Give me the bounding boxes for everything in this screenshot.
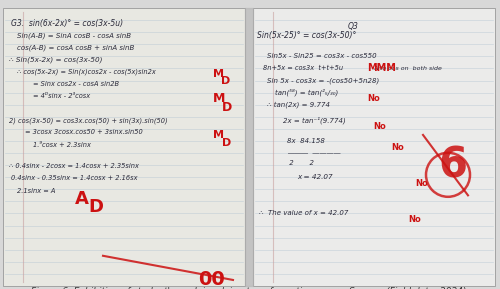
Text: ∴ 0.4sinx - 2cosx = 1.4cosx + 2.35sinx: ∴ 0.4sinx - 2cosx = 1.4cosx + 2.35sinx [9, 163, 139, 169]
Text: ∴ Sin(5x-2x) = cos(3x-50): ∴ Sin(5x-2x) = cos(3x-50) [9, 57, 102, 63]
Text: Arto cos on  both side: Arto cos on both side [373, 66, 442, 71]
Text: D: D [221, 75, 230, 86]
Text: ∴ cos(5x-2x) = Sin(x)cos2x - cos(5x)sin2x: ∴ cos(5x-2x) = Sin(x)cos2x - cos(5x)sin2… [17, 69, 156, 75]
Text: x = 42.07: x = 42.07 [297, 174, 332, 180]
Text: Q3: Q3 [348, 22, 359, 31]
Text: No: No [367, 94, 380, 103]
Text: Sin(5x-25)° = cos(3x-50)°: Sin(5x-25)° = cos(3x-50)° [257, 31, 356, 40]
Text: 0.4sinx - 0.35sinx = 1.4cosx + 2.16sx: 0.4sinx - 0.35sinx = 1.4cosx + 2.16sx [11, 175, 138, 181]
Text: = 3cosx 3cosx.cos50 + 3sinx.sin50: = 3cosx 3cosx.cos50 + 3sinx.sin50 [25, 129, 143, 136]
Text: No: No [391, 142, 404, 151]
Text: A: A [75, 190, 89, 208]
Text: No: No [373, 122, 386, 131]
Text: MMM: MMM [367, 63, 396, 73]
Text: M: M [213, 69, 224, 79]
Text: M: M [213, 130, 224, 140]
Text: 2       2: 2 2 [287, 160, 314, 166]
Text: ∴  The value of x = 42.07: ∴ The value of x = 42.07 [259, 210, 348, 216]
Text: = Sinx cos2x - cosA sin2B: = Sinx cos2x - cosA sin2B [33, 81, 119, 87]
Text: D: D [222, 138, 231, 148]
Text: 2.1sinx = A: 2.1sinx = A [17, 188, 56, 194]
Text: 8x  84.158: 8x 84.158 [287, 138, 325, 144]
Text: No: No [408, 215, 421, 224]
Text: D: D [222, 101, 232, 114]
Text: Figure 6. Exhibition of student's work involving transformation errors. Source: : Figure 6. Exhibition of student's work i… [31, 288, 469, 289]
Bar [253, 8, 495, 286]
Text: 1.⁹cosx + 2.3sinx: 1.⁹cosx + 2.3sinx [33, 142, 91, 148]
Text: Sin(A-B) = SinA cosB - cosA sinB: Sin(A-B) = SinA cosB - cosA sinB [17, 33, 131, 39]
Text: ―――  ――――: ――― ―――― [287, 150, 341, 156]
Bar [3, 8, 245, 286]
Text: No: No [415, 179, 428, 188]
Text: 2x = tan⁻¹(9.774): 2x = tan⁻¹(9.774) [283, 117, 346, 124]
Text: G3.  sin(6x-2x)° = cos(3x-5u): G3. sin(6x-2x)° = cos(3x-5u) [11, 19, 123, 28]
Text: Sin 5x - cos3x = -(cos50+5n28): Sin 5x - cos3x = -(cos50+5n28) [267, 77, 380, 84]
Text: D: D [88, 199, 103, 216]
Text: 2) cos(3x-50) = cos3x.cos(50) + sin(3x).sin(50): 2) cos(3x-50) = cos3x.cos(50) + sin(3x).… [9, 117, 168, 124]
Text: M: M [213, 92, 226, 105]
Text: = 4ᴰsinx - 2³cosx: = 4ᴰsinx - 2³cosx [33, 93, 90, 99]
Text: Sin5x - Sin25 = cos3x - cos550: Sin5x - Sin25 = cos3x - cos550 [267, 53, 376, 59]
Text: 00: 00 [198, 271, 225, 289]
Text: 8n+5x = cos3x  t+t+5u: 8n+5x = cos3x t+t+5u [263, 65, 343, 71]
Text: cos(A-B) = cosA cosB + sinA sinB: cos(A-B) = cosA cosB + sinA sinB [17, 45, 134, 51]
Text: tan(⁵⁸) = tan(²₅/₃₀): tan(⁵⁸) = tan(²₅/₃₀) [275, 89, 338, 96]
Text: 6: 6 [438, 144, 467, 186]
Text: ∴ tan(2x) = 9.774: ∴ tan(2x) = 9.774 [267, 101, 330, 108]
